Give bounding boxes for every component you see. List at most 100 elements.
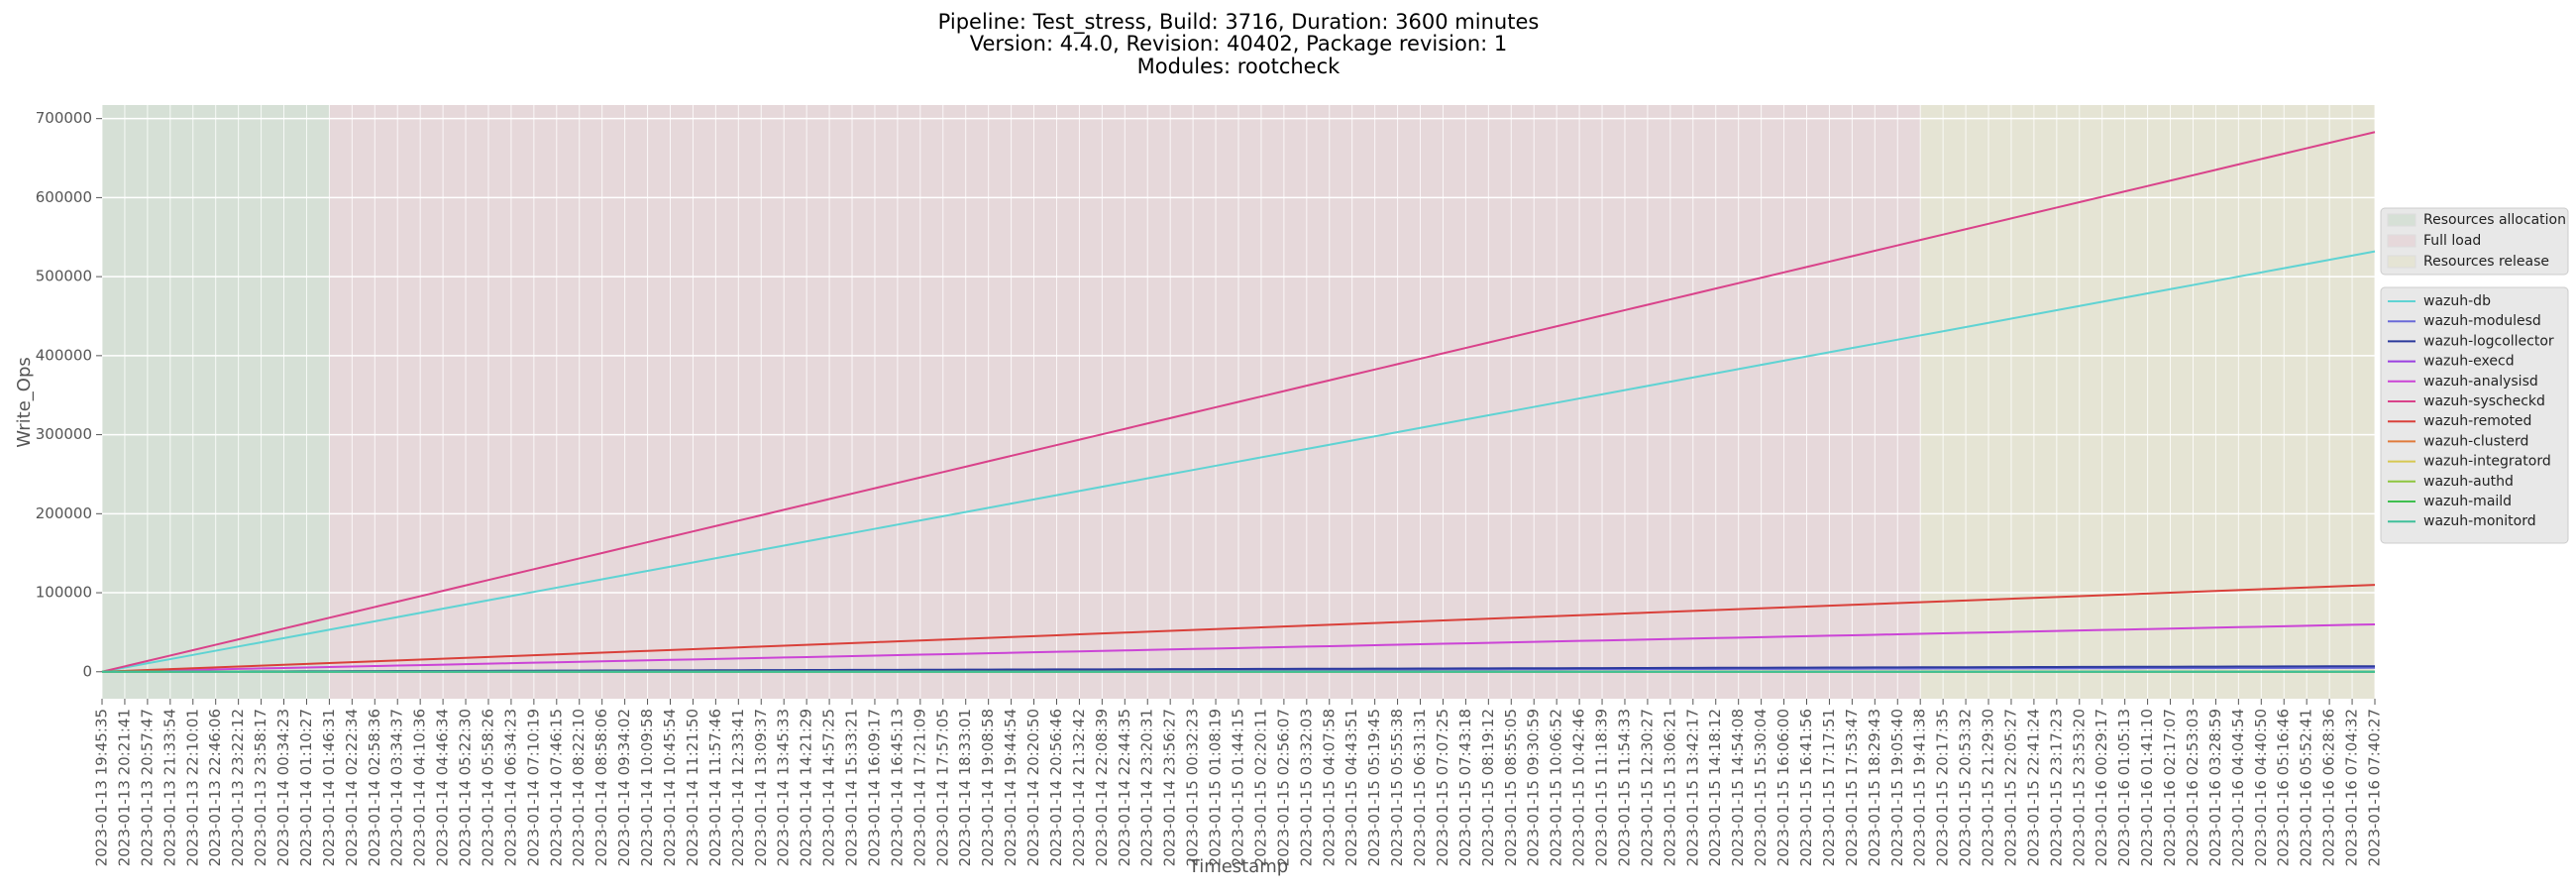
x-tick-label: 2023-01-14 00:34:23 xyxy=(274,709,292,866)
x-tick-label: 2023-01-13 23:22:12 xyxy=(229,709,247,866)
x-tick-label: 2023-01-15 15:30:04 xyxy=(1752,709,1770,866)
legend-label: Resources release xyxy=(2423,254,2549,270)
x-tick-label: 2023-01-14 15:33:21 xyxy=(843,709,861,866)
x-tick-label: 2023-01-13 22:10:01 xyxy=(183,709,201,866)
x-tick-label: 2023-01-15 22:41:24 xyxy=(2024,709,2042,866)
x-tick-label: 2023-01-14 06:34:23 xyxy=(501,709,519,866)
x-tick-label: 2023-01-13 23:58:17 xyxy=(252,709,269,866)
x-tick-label: 2023-01-13 21:33:54 xyxy=(161,709,178,866)
legend-box xyxy=(2380,207,2569,276)
x-tick-label: 2023-01-14 10:45:54 xyxy=(661,709,679,866)
chart-title: Pipeline: Test_stress, Build: 3716, Dura… xyxy=(938,10,1540,35)
x-tick-label: 2023-01-15 05:19:45 xyxy=(1365,709,1383,866)
x-axis-label: Timestamp xyxy=(1188,856,1288,877)
x-tick-label: 2023-01-16 00:29:17 xyxy=(2093,709,2110,866)
x-tick-label: 2023-01-14 10:09:58 xyxy=(638,709,656,866)
y-tick-label: 200000 xyxy=(36,504,92,522)
y-tick-label: 100000 xyxy=(36,584,92,602)
legend-label: wazuh-authd xyxy=(2423,474,2514,490)
x-tick-label: 2023-01-15 22:05:27 xyxy=(2001,709,2019,866)
legend-label: wazuh-db xyxy=(2423,293,2491,309)
x-tick-label: 2023-01-15 14:18:12 xyxy=(1706,709,1724,866)
x-tick-label: 2023-01-15 01:44:15 xyxy=(1230,709,1247,866)
x-tick-label: 2023-01-14 14:21:29 xyxy=(798,709,815,866)
legend-label: Full load xyxy=(2423,233,2481,249)
x-tick-label: 2023-01-15 09:30:59 xyxy=(1525,709,1543,866)
x-tick-label: 2023-01-16 05:52:41 xyxy=(2298,709,2315,866)
x-tick-label: 2023-01-14 07:46:15 xyxy=(547,709,565,866)
x-tick-label: 2023-01-14 14:57:25 xyxy=(820,709,838,866)
legend-swatch xyxy=(2387,255,2416,269)
x-tick-label: 2023-01-15 05:55:38 xyxy=(1388,709,1406,866)
x-tick-label: 2023-01-15 17:17:51 xyxy=(1820,709,1838,866)
x-tick-label: 2023-01-14 11:57:46 xyxy=(706,709,724,866)
x-tick-label: 2023-01-14 07:10:19 xyxy=(524,709,542,866)
x-tick-label: 2023-01-14 05:58:26 xyxy=(479,709,496,866)
x-tick-label: 2023-01-14 19:44:54 xyxy=(1002,709,1020,866)
x-tick-label: 2023-01-14 08:58:06 xyxy=(592,709,610,866)
x-tick-label: 2023-01-14 22:44:35 xyxy=(1116,709,1133,866)
x-tick-label: 2023-01-15 02:20:11 xyxy=(1251,709,1269,866)
x-tick-label: 2023-01-13 22:46:06 xyxy=(206,709,224,866)
x-tick-label: 2023-01-15 13:06:21 xyxy=(1661,709,1678,866)
x-tick-label: 2023-01-15 17:53:47 xyxy=(1843,709,1861,866)
y-tick-label: 600000 xyxy=(36,188,92,206)
x-tick-label: 2023-01-15 21:29:30 xyxy=(1980,709,1997,866)
x-tick-label: 2023-01-14 13:45:33 xyxy=(775,709,793,866)
legend-label: wazuh-maild xyxy=(2423,494,2512,509)
x-tick-label: 2023-01-15 04:07:58 xyxy=(1320,709,1338,866)
x-tick-label: 2023-01-14 04:10:36 xyxy=(411,709,429,866)
y-tick-label: 0 xyxy=(82,662,92,680)
x-tick-label: 2023-01-16 04:04:54 xyxy=(2229,709,2247,866)
x-tick-label: 2023-01-14 02:58:36 xyxy=(366,709,383,866)
series-line xyxy=(101,622,2376,673)
legend-swatch xyxy=(2387,234,2416,248)
x-tick-label: 2023-01-14 20:20:50 xyxy=(1024,709,1042,866)
x-tick-label: 2023-01-15 11:54:33 xyxy=(1615,709,1633,866)
x-tick-label: 2023-01-15 19:05:40 xyxy=(1888,709,1906,866)
x-tick-label: 2023-01-15 16:41:56 xyxy=(1797,709,1815,866)
x-tick-label: 2023-01-15 10:06:52 xyxy=(1548,709,1565,866)
x-tick-label: 2023-01-14 17:21:09 xyxy=(911,709,928,866)
legend-label: wazuh-analysisd xyxy=(2423,374,2538,390)
x-tick-label: 2023-01-14 04:46:34 xyxy=(434,709,452,866)
y-tick-label: 500000 xyxy=(36,268,92,285)
x-tick-label: 2023-01-14 09:34:02 xyxy=(615,709,633,866)
x-tick-label: 2023-01-15 18:29:43 xyxy=(1866,709,1883,866)
chart-title: Modules: rootcheck xyxy=(1137,55,1341,78)
x-tick-label: 2023-01-15 07:07:25 xyxy=(1434,709,1451,866)
x-tick-label: 2023-01-14 23:20:31 xyxy=(1138,709,1156,866)
legend-label: wazuh-integratord xyxy=(2423,454,2551,470)
x-tick-label: 2023-01-14 13:09:37 xyxy=(752,709,770,866)
x-tick-label: 2023-01-15 19:41:38 xyxy=(1911,709,1929,866)
x-tick-label: 2023-01-15 12:30:27 xyxy=(1638,709,1656,866)
x-tick-label: 2023-01-15 14:54:08 xyxy=(1729,709,1747,866)
x-tick-label: 2023-01-14 01:10:27 xyxy=(297,709,315,866)
x-tick-label: 2023-01-14 02:22:34 xyxy=(343,709,361,866)
x-tick-label: 2023-01-14 11:21:50 xyxy=(684,709,701,866)
x-tick-label: 2023-01-14 17:57:05 xyxy=(933,709,951,866)
y-tick-label: 400000 xyxy=(36,346,92,364)
x-tick-label: 2023-01-14 16:45:13 xyxy=(888,709,906,866)
x-tick-label: 2023-01-16 02:53:03 xyxy=(2184,709,2201,866)
x-tick-label: 2023-01-15 03:32:03 xyxy=(1297,709,1315,866)
x-tick-label: 2023-01-15 23:53:20 xyxy=(2070,709,2088,866)
x-tick-label: 2023-01-14 19:08:58 xyxy=(979,709,997,866)
x-tick-label: 2023-01-16 02:17:07 xyxy=(2161,709,2179,866)
x-tick-label: 2023-01-16 03:28:59 xyxy=(2206,709,2224,866)
x-tick-label: 2023-01-13 19:45:35 xyxy=(93,709,111,866)
x-tick-label: 2023-01-15 20:17:35 xyxy=(1934,709,1952,866)
x-tick-label: 2023-01-13 20:57:47 xyxy=(138,709,156,866)
y-axis-label: Write_Ops xyxy=(14,357,35,448)
series-line xyxy=(101,584,2376,673)
x-tick-label: 2023-01-15 20:53:32 xyxy=(1957,709,1975,866)
x-tick-label: 2023-01-14 03:34:37 xyxy=(388,709,406,866)
x-tick-label: 2023-01-15 08:55:05 xyxy=(1502,709,1520,866)
x-tick-label: 2023-01-15 23:17:23 xyxy=(2047,709,2065,866)
x-tick-label: 2023-01-14 16:09:17 xyxy=(865,709,883,866)
x-tick-label: 2023-01-14 22:08:39 xyxy=(1093,709,1111,866)
x-tick-label: 2023-01-15 07:43:18 xyxy=(1456,709,1474,866)
x-tick-label: 2023-01-16 04:40:50 xyxy=(2252,709,2270,866)
x-tick-label: 2023-01-15 06:31:31 xyxy=(1411,709,1429,866)
